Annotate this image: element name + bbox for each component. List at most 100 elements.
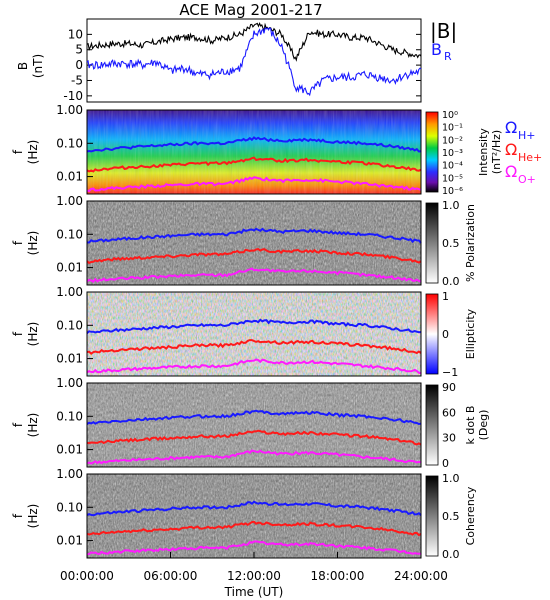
kdotb-texture (87, 383, 421, 467)
kdotb-colorbar-tick-label: 30 (442, 432, 456, 445)
polarization-curve-H (86, 227, 422, 244)
legend-h-plus: Ω H+ (505, 118, 536, 142)
legend-b-total: |B| (430, 19, 457, 43)
x-axis-tick-labels: 00:00:00 06:00:00 12:00:00 18:00:00 24:00:00 (60, 552, 448, 583)
coherency-ylabel-unit: (Hz) (26, 504, 40, 529)
intensity-panel: 1.00 0.10 0.01 f (Hz) 10⁰ 10⁻¹10⁻² 10⁻³ 10⁻⁴10⁻⁵… (11, 103, 503, 197)
ellipticity-ylabel: f (11, 331, 25, 336)
kdotb-colorbar-title: k dot B (464, 406, 477, 445)
coherency-curve-O (86, 540, 422, 556)
coherency-panel: 1.00 0.10 0.01 f (Hz) 1.0 0.5 0.0 Coherency (11, 467, 477, 561)
b-y-tick-labels: 10 50-5 -10 (63, 27, 421, 103)
x-tick-label: 18:00:00 (311, 569, 365, 583)
ellipticity-y-tick-label: 0.10 (56, 318, 83, 332)
coherency-texture (87, 474, 421, 558)
intensity-y-tick-label: 0.10 (56, 136, 83, 150)
intensity-frame (86, 109, 422, 195)
ellipticity-texture (87, 292, 421, 376)
polarization-frame (86, 200, 422, 286)
ellipticity-panel: 1.00 0.10 0.01 f (Hz) 1 0 −1 Ellipticity (11, 285, 477, 379)
polarization-y-tick-label: 0.10 (56, 227, 83, 241)
intensity-colorbar-tick-label: 10⁰ (442, 110, 458, 121)
intensity-colorbar-title: Intensity (477, 128, 490, 176)
coherency-ylabel: f (11, 513, 25, 518)
intensity-ylabel: f (11, 149, 25, 154)
kdotb-ylabel-unit: (Hz) (26, 413, 40, 438)
intensity-colorbar-tick-label: 10⁻⁶ (442, 186, 463, 197)
legend-o-plus-main: Ω (505, 162, 517, 181)
coherency-curve-H (86, 500, 422, 517)
kdotb-colorbar-tick-label: 0 (442, 457, 449, 470)
coherency-colorbar (425, 475, 439, 557)
coherency-curve-He (86, 520, 422, 537)
kdotb-curve-He (86, 429, 422, 446)
b-y-tick-label: 0 (75, 58, 83, 72)
intensity-texture (87, 110, 421, 194)
polarization-curve-O (86, 267, 422, 284)
b-panel-ylabel-unit: (nT) (31, 54, 45, 78)
intensity-y-tick-label: 1.00 (56, 103, 83, 117)
b-total-series-line (86, 21, 422, 62)
kdotb-ylabel: f (11, 422, 25, 427)
ellipticity-colorbar-title: Ellipticity (464, 308, 477, 359)
ellipticity-ylabel-unit: (Hz) (26, 322, 40, 347)
kdotb-y-tick-label: 0.10 (56, 409, 83, 423)
ellipticity-colorbar-tick-label: 1 (442, 290, 449, 303)
ellipticity-curve-H (86, 318, 422, 335)
legend-h-plus-sub: H+ (518, 129, 536, 142)
kdotb-colorbar (425, 384, 439, 466)
b-y-tick-label: -10 (63, 89, 83, 103)
intensity-curve-H (86, 136, 422, 153)
intensity-colorbar-tick-label: 10⁻² (442, 135, 463, 146)
kdotb-y-tick-label: 0.01 (56, 443, 83, 457)
kdotb-curve-H (86, 409, 422, 426)
ellipticity-y-tick-label: 1.00 (56, 285, 83, 299)
kdotb-curve-O (86, 449, 422, 465)
legend-he-plus-sub: He+ (518, 151, 542, 164)
b-y-tick-label: 5 (75, 43, 83, 57)
kdotb-colorbar-tick-label: 60 (442, 406, 456, 419)
legend-he-plus-main: Ω (505, 140, 517, 159)
b-y-tick-label: 10 (68, 27, 83, 41)
polarization-panel: 1.00 0.10 0.01 f (Hz) 1.0 0.5 0.0 % Polarization (11, 194, 477, 288)
intensity-colorbar-tick-label: 10⁻⁴ (442, 161, 463, 172)
ellipticity-colorbar (425, 293, 439, 375)
ellipticity-curve-O (86, 358, 422, 375)
coherency-colorbar-tick-label: 0.0 (442, 548, 460, 561)
b-y-tick-label: -5 (71, 73, 83, 87)
legend-he-plus: Ω He+ (505, 140, 542, 164)
x-tick-label: 24:00:00 (394, 569, 448, 583)
intensity-ylabel-unit: (Hz) (26, 140, 40, 165)
polarization-ylabel-unit: (Hz) (26, 231, 40, 256)
ellipticity-frame (86, 291, 422, 377)
polarization-y-tick-label: 1.00 (56, 194, 83, 208)
coherency-y-tick-label: 0.01 (56, 534, 83, 548)
intensity-curve-O (86, 176, 422, 193)
legend-b-r: B R (431, 40, 452, 63)
coherency-colorbar-tick-label: 1.0 (442, 472, 460, 485)
intensity-colorbar-tick-label: 10⁻¹ (442, 123, 463, 134)
intensity-colorbar-tick-label: 10⁻⁵ (442, 173, 463, 184)
kdotb-y-tick-label: 1.00 (56, 376, 83, 390)
b-panel-ylabel: B (16, 62, 30, 70)
polarization-curve-He (86, 248, 422, 265)
spectrogram-panels: 1.000.100.01f (Hz)10⁰10⁻¹10⁻²10⁻³10⁻⁴10⁻⁵… (11, 103, 503, 561)
coherency-colorbar-title: Coherency (464, 486, 477, 545)
intensity-colorbar-unit: (nT²/Hz) (490, 130, 503, 174)
intensity-curve-He (86, 156, 422, 173)
coherency-y-tick-label: 1.00 (56, 467, 83, 481)
ellipticity-curve-He (86, 339, 422, 355)
legend-o-plus-sub: O+ (518, 173, 536, 186)
intensity-y-tick-label: 0.01 (56, 170, 83, 184)
ellipticity-colorbar-tick-label: 0 (442, 328, 449, 341)
kdotb-panel: 1.00 0.10 0.01 f (Hz) 90 60 30 0 k dot B (Deg) (11, 376, 490, 470)
kdotb-frame (86, 382, 422, 468)
chart-title: ACE Mag 2001-217 (179, 1, 322, 19)
x-axis-title: Time (UT) (224, 585, 284, 599)
coherency-colorbar-tick-label: 0.5 (442, 510, 460, 523)
polarization-y-tick-label: 0.01 (56, 261, 83, 275)
x-tick-label: 12:00:00 (227, 569, 281, 583)
legend-o-plus: Ω O+ (505, 162, 536, 186)
coherency-y-tick-label: 0.10 (56, 500, 83, 514)
